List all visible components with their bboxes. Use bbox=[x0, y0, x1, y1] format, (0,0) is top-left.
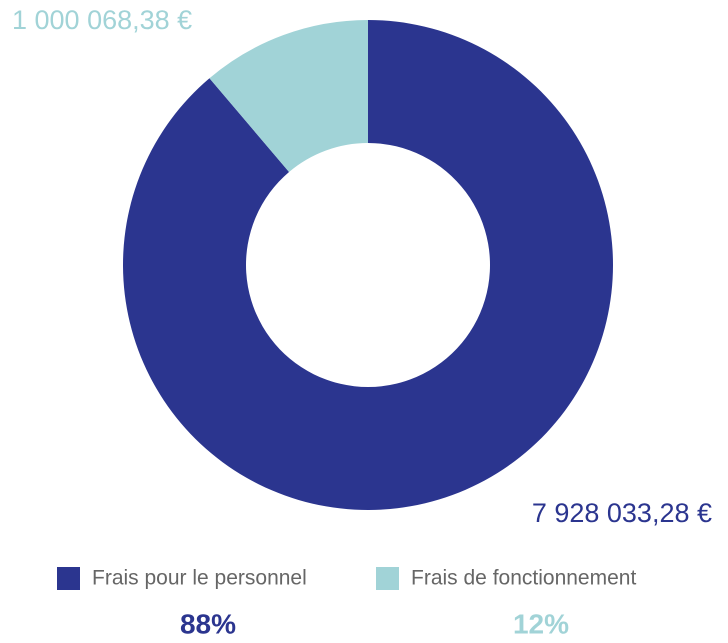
percent-label: 88% bbox=[180, 608, 236, 639]
legend-label: Frais de fonctionnement bbox=[411, 567, 636, 590]
donut-slice bbox=[209, 20, 368, 172]
value-label: 1 000 068,38 € bbox=[12, 5, 192, 35]
legend-label: Frais pour le personnel bbox=[92, 567, 307, 590]
donut-slice bbox=[122, 20, 614, 511]
value-label: 7 928 033,28 € bbox=[532, 498, 712, 528]
legend-swatch bbox=[376, 567, 399, 590]
legend-swatch bbox=[57, 567, 80, 590]
percent-label: 12% bbox=[513, 608, 569, 639]
